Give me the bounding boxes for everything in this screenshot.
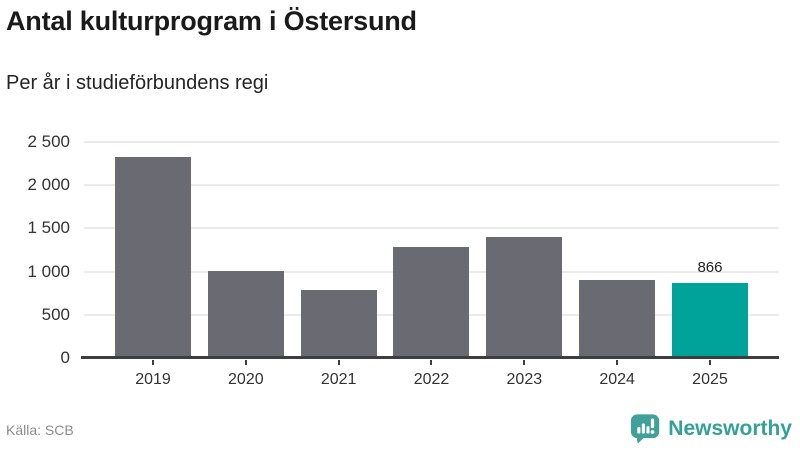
bar-slot: 2022 [393,142,470,388]
plot-area: 2019 2020 2021 2022 2023 2024 866 2025 [84,141,779,388]
brand-logo: Newsworthy [630,414,792,444]
bar-slot: 2020 [207,142,284,388]
x-axis-tick [708,360,711,365]
chart-title: Antal kulturprogram i Östersund [6,6,417,36]
bar-value-label: 866 [697,259,723,277]
bar-slot: 2019 [115,142,191,388]
bar-2019 [115,156,191,358]
y-axis-tick-label: 1 000 [27,261,70,281]
x-axis-tick [337,360,340,365]
gridline [84,141,779,143]
x-axis-line [81,356,779,359]
brand-name: Newsworthy [668,417,792,440]
y-axis-tick-label: 0 [60,348,70,367]
x-axis-tick [616,360,619,365]
x-axis-label: 2020 [228,371,264,388]
x-axis-tick [152,360,154,365]
bar-slot: 2023 [486,142,563,388]
x-axis-tick [430,360,433,365]
y-axis-tick-label: 1 500 [27,218,70,238]
x-axis-label: 2025 [692,371,728,388]
y-axis-tick-label: 500 [41,304,70,324]
x-axis-tick [523,360,526,365]
bar-2020 [207,270,284,358]
gridline [84,184,779,187]
source-note: Källa: SCB [6,422,74,438]
y-axis-tick-label: 2 000 [27,175,70,195]
x-axis-tick [244,360,247,365]
bar-slot: 2021 [300,142,377,388]
y-axis-tick-label: 2 500 [27,132,70,151]
bar-2024 [579,279,656,358]
x-axis-label: 2022 [413,371,450,388]
x-axis-label: 2021 [320,371,357,388]
bar-2021 [300,290,377,358]
newsworthy-icon [630,414,661,444]
bar-2025 [671,283,748,358]
bar-2022 [393,246,470,358]
bar-2023 [486,237,563,358]
y-axis: 0 500 1 000 1 500 2 000 2 500 [0,132,70,367]
chart-subtitle: Per år i studieförbundens regi [6,72,269,94]
x-axis-label: 2023 [506,371,543,388]
x-axis-label: 2024 [599,371,635,388]
bar-slot: 866 2025 [671,142,748,388]
x-axis-label: 2019 [135,371,171,388]
bar-slot: 2024 [579,142,656,388]
gridline [84,227,779,230]
